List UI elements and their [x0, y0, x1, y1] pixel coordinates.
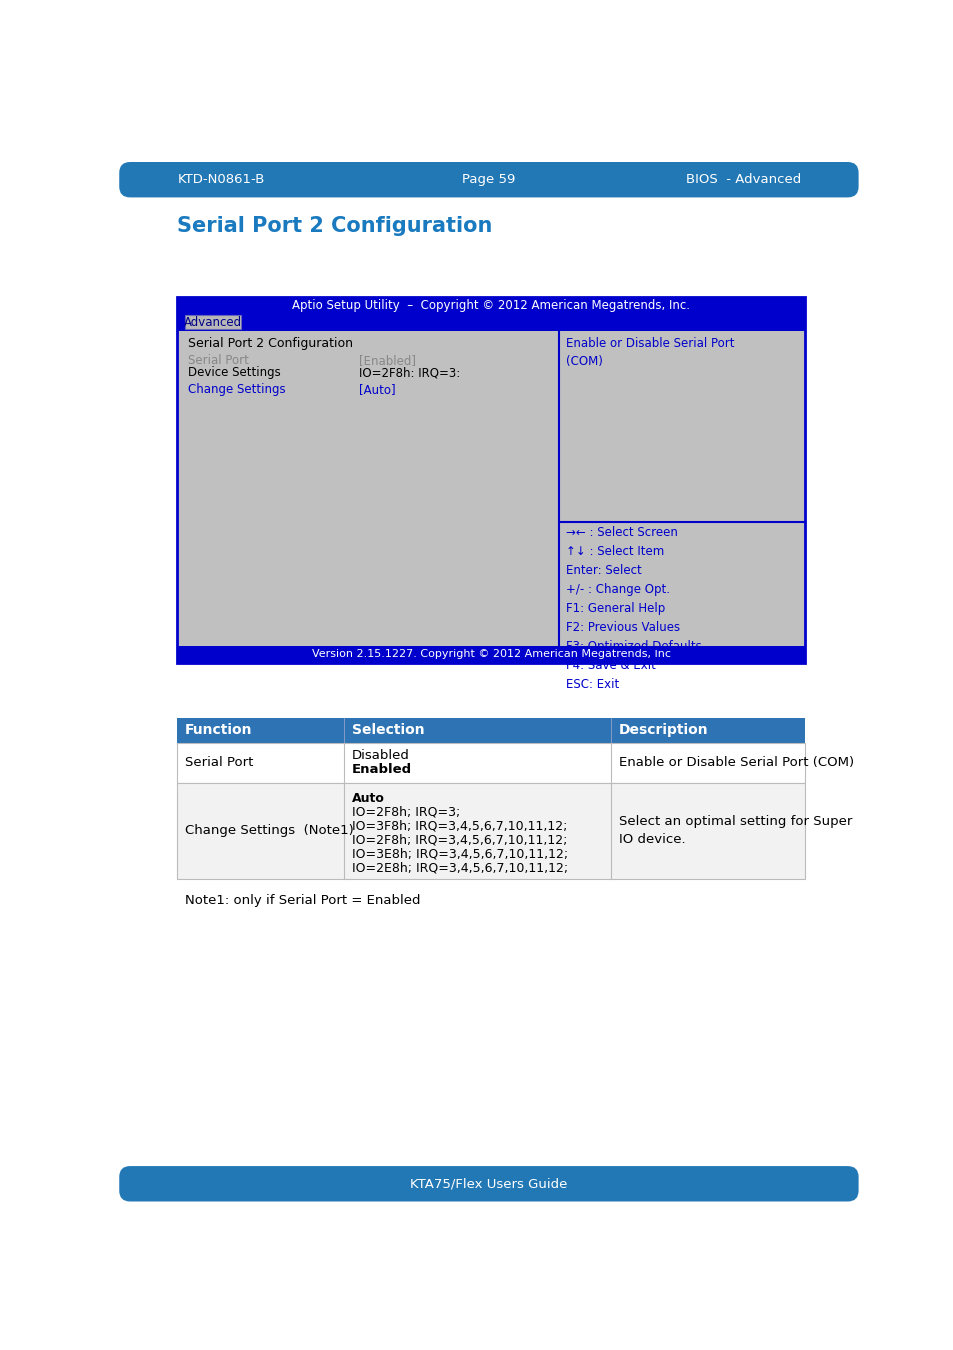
Text: Aptio Setup Utility  –  Copyright © 2012 American Megatrends, Inc.: Aptio Setup Utility – Copyright © 2012 A… [292, 300, 690, 312]
Text: Enable or Disable Serial Port
(COM): Enable or Disable Serial Port (COM) [566, 336, 734, 367]
Text: Disabled: Disabled [352, 749, 409, 763]
Text: Version 2.15.1227. Copyright © 2012 American Megatrends, Inc: Version 2.15.1227. Copyright © 2012 Amer… [312, 649, 670, 659]
Text: Advanced: Advanced [184, 316, 242, 329]
Text: IO=2F8h: IRQ=3:: IO=2F8h: IRQ=3: [358, 366, 459, 379]
Bar [177, 297, 804, 663]
Bar [177, 783, 804, 879]
Text: Serial Port 2 Configuration: Serial Port 2 Configuration [177, 216, 493, 236]
Text: IO=2F8h; IRQ=3,4,5,6,7,10,11,12;: IO=2F8h; IRQ=3,4,5,6,7,10,11,12; [352, 833, 566, 846]
Bar [177, 645, 804, 663]
Text: Description: Description [618, 724, 708, 737]
Text: Selection: Selection [352, 724, 424, 737]
FancyBboxPatch shape [119, 1166, 858, 1202]
Text: Change Settings: Change Settings [188, 383, 286, 396]
Text: Note1: only if Serial Port = Enabled: Note1: only if Serial Port = Enabled [185, 894, 420, 907]
Text: IO=2F8h; IRQ=3;: IO=2F8h; IRQ=3; [352, 806, 459, 818]
Bar [185, 316, 241, 329]
Text: IO=3E8h; IRQ=3,4,5,6,7,10,11,12;: IO=3E8h; IRQ=3,4,5,6,7,10,11,12; [352, 848, 567, 860]
Text: →← : Select Screen
↑↓ : Select Item
Enter: Select
+/- : Change Opt.
F1: General : →← : Select Screen ↑↓ : Select Item Ente… [566, 526, 701, 691]
Text: IO=2E8h; IRQ=3,4,5,6,7,10,11,12;: IO=2E8h; IRQ=3,4,5,6,7,10,11,12; [352, 861, 567, 875]
Text: Function: Function [185, 724, 253, 737]
Bar [177, 316, 804, 331]
Text: [Auto]: [Auto] [358, 383, 395, 396]
Bar [177, 297, 804, 316]
Bar [177, 743, 804, 783]
Text: IO=3F8h; IRQ=3,4,5,6,7,10,11,12;: IO=3F8h; IRQ=3,4,5,6,7,10,11,12; [352, 819, 566, 833]
Text: Serial Port: Serial Port [185, 756, 253, 770]
Text: KTA75/Flex Users Guide: KTA75/Flex Users Guide [410, 1177, 567, 1191]
Text: Select an optimal setting for Super
IO device.: Select an optimal setting for Super IO d… [618, 815, 852, 846]
Text: KTD-N0861-B: KTD-N0861-B [177, 173, 265, 186]
Text: Page 59: Page 59 [462, 173, 515, 186]
Text: [Enabled]: [Enabled] [358, 354, 416, 367]
Text: Device Settings: Device Settings [188, 366, 281, 379]
Text: BIOS  - Advanced: BIOS - Advanced [685, 173, 801, 186]
Bar [177, 718, 804, 743]
Text: Enable or Disable Serial Port (COM): Enable or Disable Serial Port (COM) [618, 756, 853, 770]
Text: Serial Port 2 Configuration: Serial Port 2 Configuration [188, 336, 353, 350]
Text: Change Settings  (Note1): Change Settings (Note1) [185, 825, 354, 837]
Text: Serial Port: Serial Port [188, 354, 249, 367]
Text: Enabled: Enabled [352, 763, 412, 776]
FancyBboxPatch shape [119, 162, 858, 197]
Text: Auto: Auto [352, 792, 384, 805]
